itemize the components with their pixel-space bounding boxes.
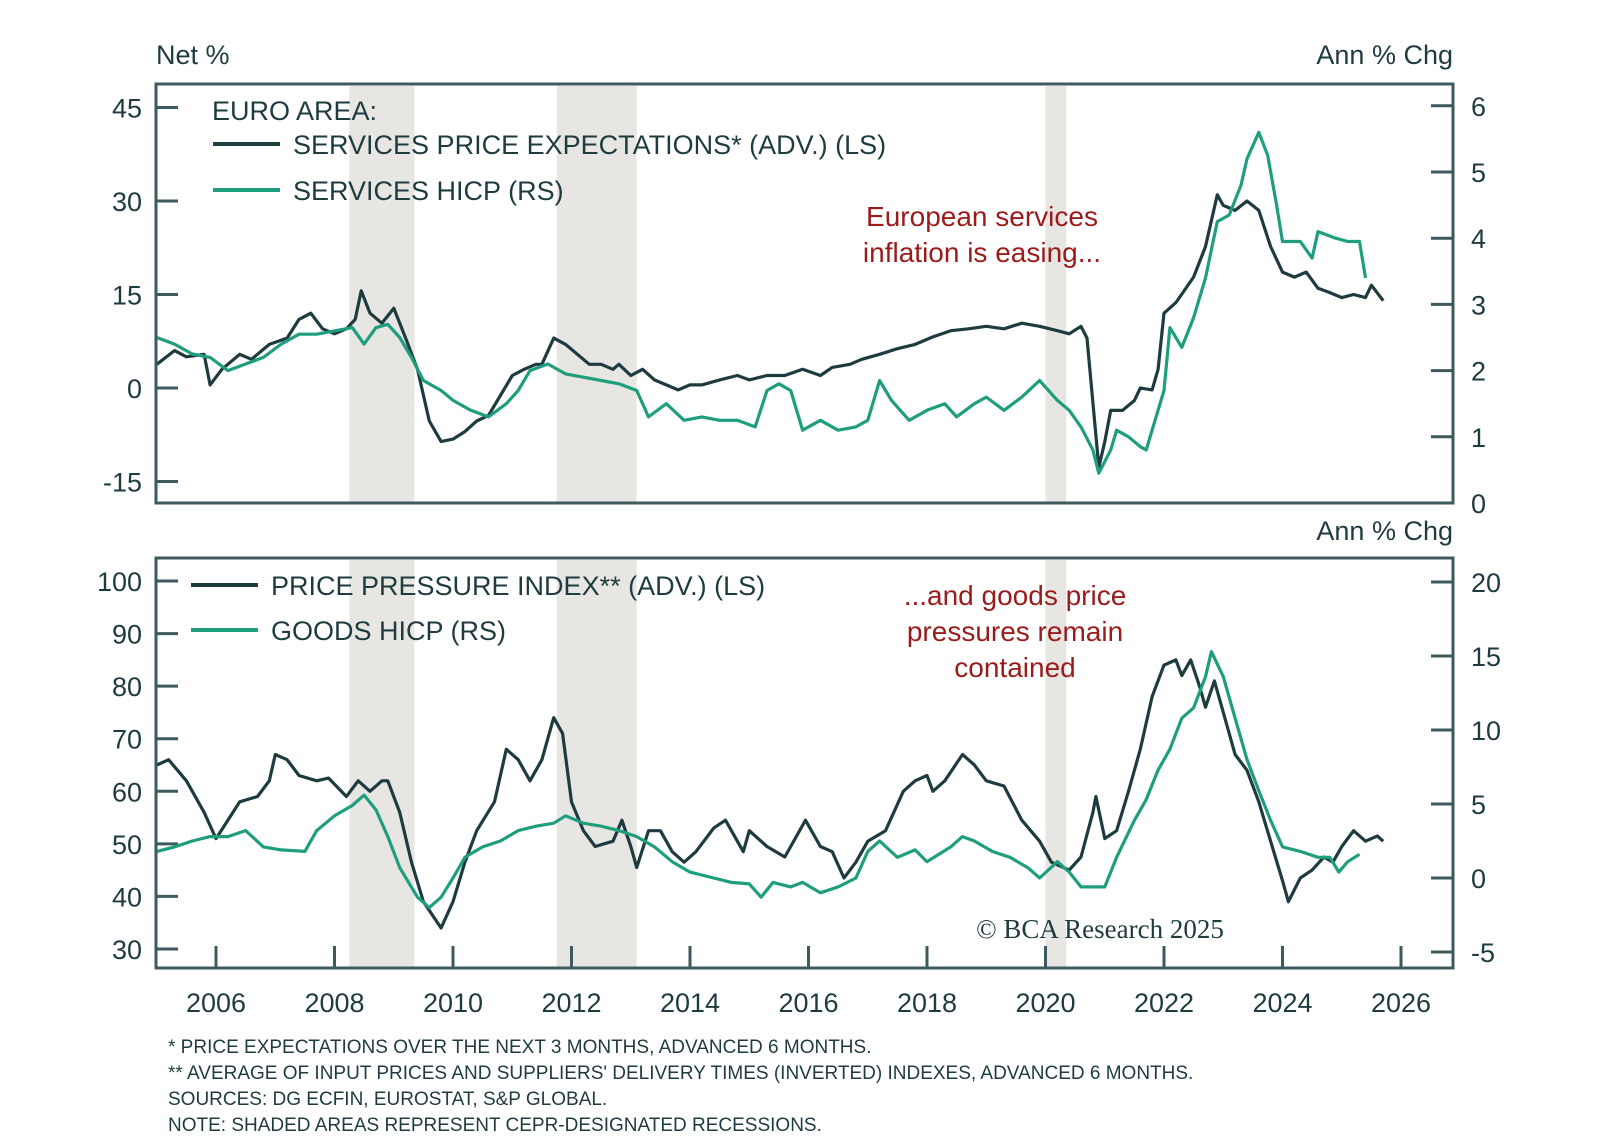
x-tick-label: 2008 xyxy=(304,988,364,1018)
right-tick-label: 4 xyxy=(1471,224,1486,254)
left-tick-label: 100 xyxy=(97,567,142,597)
legend-label: PRICE PRESSURE INDEX** (ADV.) (LS) xyxy=(271,571,765,601)
legend-label: GOODS HICP (RS) xyxy=(271,616,506,646)
annotation-text: contained xyxy=(954,652,1075,683)
right-axis-unit-label: Ann % Chg xyxy=(1316,516,1453,546)
x-tick-label: 2006 xyxy=(186,988,246,1018)
right-tick-label: 10 xyxy=(1471,716,1501,746)
right-tick-label: 20 xyxy=(1471,568,1501,598)
x-tick-label: 2026 xyxy=(1371,988,1431,1018)
right-tick-label: 2 xyxy=(1471,357,1486,387)
left-tick-label: 50 xyxy=(112,830,142,860)
x-tick-label: 2012 xyxy=(541,988,601,1018)
legend-label: SERVICES PRICE EXPECTATIONS* (ADV.) (LS) xyxy=(293,130,886,160)
footnote: SOURCES: DG ECFIN, EUROSTAT, S&P GLOBAL. xyxy=(168,1089,607,1110)
x-tick-label: 2016 xyxy=(778,988,838,1018)
annotation-text: European services xyxy=(866,201,1098,232)
legend-header: EURO AREA: xyxy=(212,96,377,126)
right-tick-label: 0 xyxy=(1471,489,1486,519)
right-tick-label: 5 xyxy=(1471,158,1486,188)
left-tick-label: 70 xyxy=(112,725,142,755)
x-tick-label: 2010 xyxy=(423,988,483,1018)
plot-frame xyxy=(154,82,1455,505)
x-tick-label: 2024 xyxy=(1252,988,1312,1018)
left-tick-label: 40 xyxy=(112,882,142,912)
right-tick-label: -5 xyxy=(1471,938,1495,968)
recession-shade xyxy=(349,560,415,967)
legend-label: SERVICES HICP (RS) xyxy=(293,176,564,206)
left-tick-label: -15 xyxy=(103,467,142,497)
dark-series-line xyxy=(156,658,1385,930)
x-tick-label: 2018 xyxy=(897,988,957,1018)
x-tick-label: 2014 xyxy=(660,988,720,1018)
left-tick-label: 0 xyxy=(127,374,142,404)
right-axis-unit-label: Ann % Chg xyxy=(1316,40,1453,70)
right-tick-label: 0 xyxy=(1471,864,1486,894)
right-tick-label: 5 xyxy=(1471,790,1486,820)
recession-shade xyxy=(556,560,637,967)
right-tick-label: 3 xyxy=(1471,290,1486,320)
copyright-watermark: © BCA Research 2025 xyxy=(976,914,1224,944)
right-tick-label: 1 xyxy=(1471,423,1486,453)
annotation-text: inflation is easing... xyxy=(863,237,1101,268)
right-tick-label: 6 xyxy=(1471,92,1486,122)
annotation-text: pressures remain xyxy=(907,616,1123,647)
left-tick-label: 30 xyxy=(112,187,142,217)
green-series-line xyxy=(156,130,1368,475)
dark-series-line xyxy=(156,193,1385,469)
footnote: NOTE: SHADED AREAS REPRESENT CEPR-DESIGN… xyxy=(168,1115,822,1136)
left-tick-label: 80 xyxy=(112,672,142,702)
plot-frame xyxy=(154,556,1455,970)
left-axis-unit-label: Net % xyxy=(156,40,230,70)
recession-shade xyxy=(556,86,637,502)
x-tick-label: 2022 xyxy=(1134,988,1194,1018)
annotation-text: ...and goods price xyxy=(904,580,1127,611)
footnote: * PRICE EXPECTATIONS OVER THE NEXT 3 MON… xyxy=(168,1037,871,1058)
footnote: ** AVERAGE OF INPUT PRICES AND SUPPLIERS… xyxy=(168,1063,1193,1084)
top-panel: 45 30 15 0 -15 6 5 4 3 2 1 0 Ann % Chg European servi… xyxy=(103,40,1486,519)
left-tick-label: 60 xyxy=(112,777,142,807)
left-tick-label: 15 xyxy=(112,281,142,311)
green-series-line xyxy=(156,650,1361,910)
left-tick-label: 30 xyxy=(112,935,142,965)
left-tick-label: 45 xyxy=(112,94,142,124)
left-tick-label: 90 xyxy=(112,620,142,650)
right-tick-label: 15 xyxy=(1471,642,1501,672)
x-tick-label: 2020 xyxy=(1015,988,1075,1018)
recession-shade xyxy=(1045,86,1067,502)
